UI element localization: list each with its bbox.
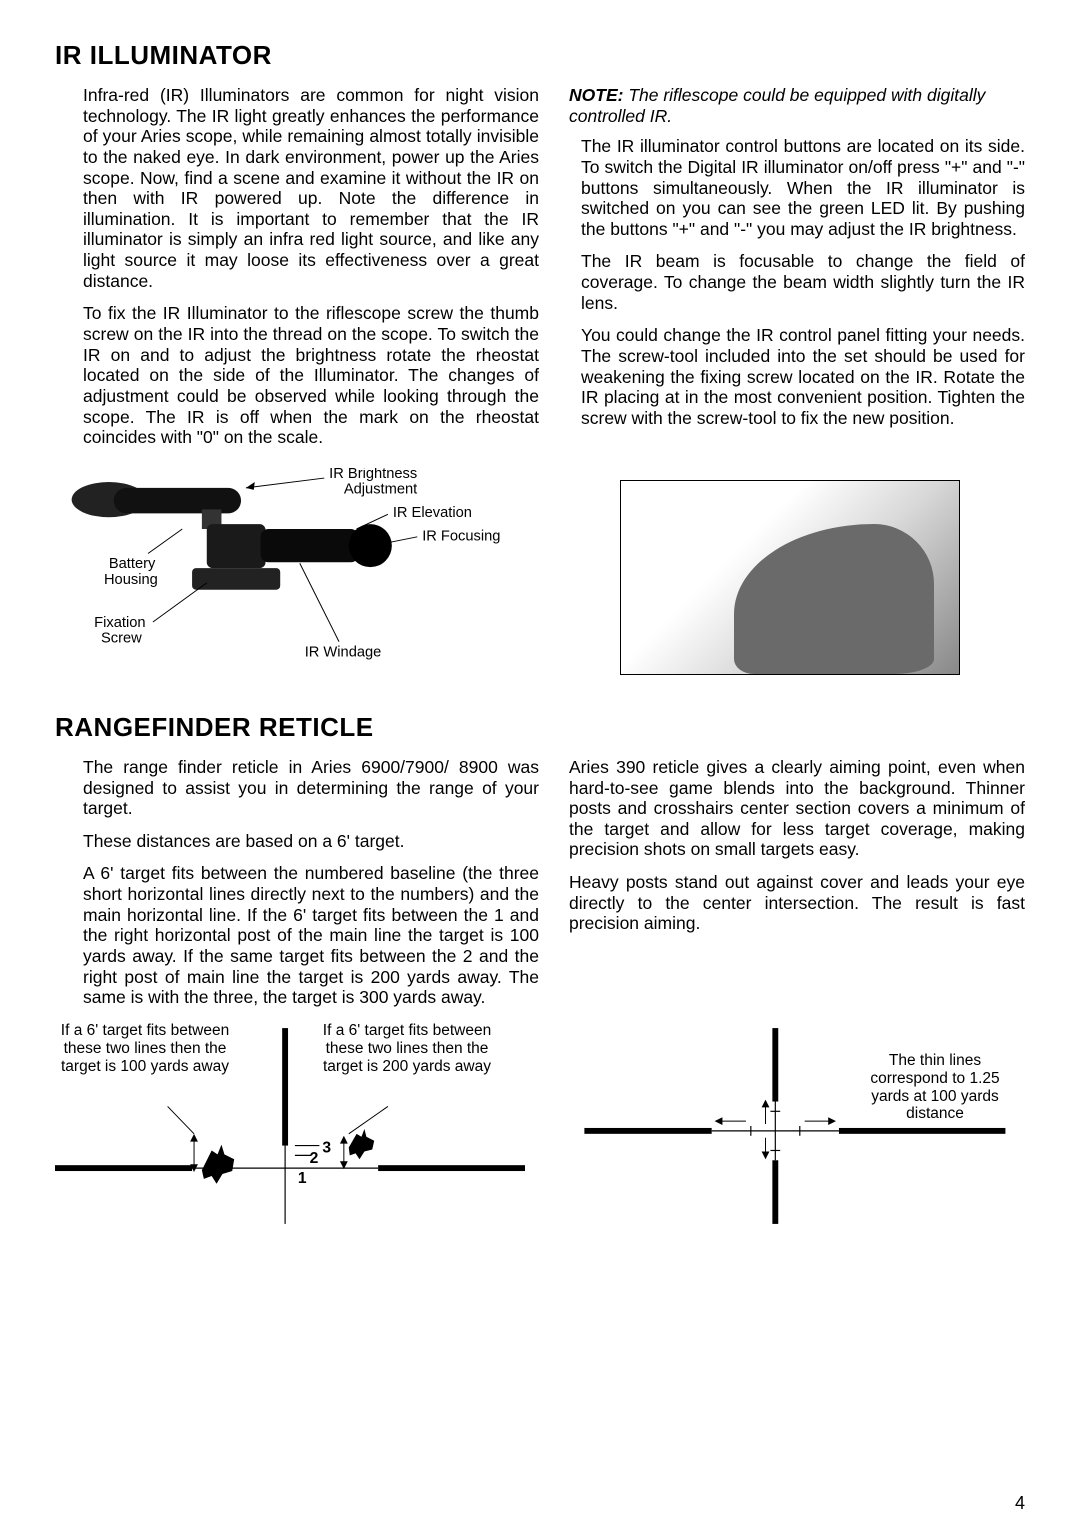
reticle-left-diagram: 1 2 3 If a 6' target fits between these … [55,1026,525,1231]
s1-right-p1: The IR illuminator control buttons are l… [581,136,1025,239]
section-heading-rangefinder: RANGEFINDER RETICLE [55,712,1025,743]
ret-right-label: The thin lines correspond to 1.25 yards … [855,1052,1015,1123]
lbl-battery-2: Housing [104,572,158,588]
lbl-brightness-1: IR Brightness [329,468,417,482]
lbl-fixation-2: Screw [101,630,142,646]
lbl-focusing: IR Focusing [422,529,500,545]
s1-left-p1: Infra-red (IR) Illuminators are common f… [83,85,539,291]
s2-right-p2: Heavy posts stand out against cover and … [569,872,1025,934]
ir-diagram-svg: IR Brightness Adjustment IR Elevation IR… [55,468,525,683]
page-number: 4 [1015,1493,1025,1514]
ret-num-2: 2 [310,1150,319,1167]
section2-columns: The range finder reticle in Aries 6900/7… [55,757,1025,1020]
ret-left-label-1: If a 6' target fits between these two li… [55,1022,235,1075]
s2-left-p1: The range finder reticle in Aries 6900/7… [83,757,539,819]
section-heading-ir: IR ILLUMINATOR [55,40,1025,71]
hand-photo-placeholder [620,480,960,675]
s2-left-p3: A 6' target fits between the numbered ba… [83,863,539,1007]
section2-left-column: The range finder reticle in Aries 6900/7… [55,757,539,1020]
s2-left-p2: These distances are based on a 6' target… [83,831,539,852]
diagram-row: IR Brightness Adjustment IR Elevation IR… [55,468,1025,688]
section1-right-column: NOTE: The riflescope could be equipped w… [569,85,1025,460]
lbl-fixation-1: Fixation [94,615,145,631]
note-text: The riflescope could be equipped with di… [569,85,985,126]
note-bold: NOTE: [569,85,623,105]
reticle-right-diagram: The thin lines correspond to 1.25 yards … [555,1026,1025,1231]
ir-photo [555,468,1025,688]
s1-right-p2: The IR beam is focusable to change the f… [581,251,1025,313]
s1-left-p2: To fix the IR Illuminator to the riflesc… [83,303,539,447]
section1-columns: Infra-red (IR) Illuminators are common f… [55,85,1025,460]
reticle-diagram-row: 1 2 3 If a 6' target fits between these … [55,1026,1025,1231]
section2-right-column: Aries 390 reticle gives a clearly aiming… [569,757,1025,1020]
lbl-battery-1: Battery [109,556,156,572]
section1-left-column: Infra-red (IR) Illuminators are common f… [55,85,539,460]
hand-shape [734,524,934,674]
lbl-elevation: IR Elevation [393,505,472,521]
lbl-windage: IR Windage [305,644,382,660]
s2-right-p1: Aries 390 reticle gives a clearly aiming… [569,757,1025,860]
ir-illuminator-diagram: IR Brightness Adjustment IR Elevation IR… [55,468,525,688]
s1-right-p3: You could change the IR control panel fi… [581,325,1025,428]
ret-num-1: 1 [298,1170,307,1187]
lbl-brightness-2: Adjustment [344,482,417,498]
ret-num-3: 3 [322,1139,331,1156]
s1-note: NOTE: The riflescope could be equipped w… [569,85,1025,126]
ret-left-label-2: If a 6' target fits between these two li… [317,1022,497,1075]
